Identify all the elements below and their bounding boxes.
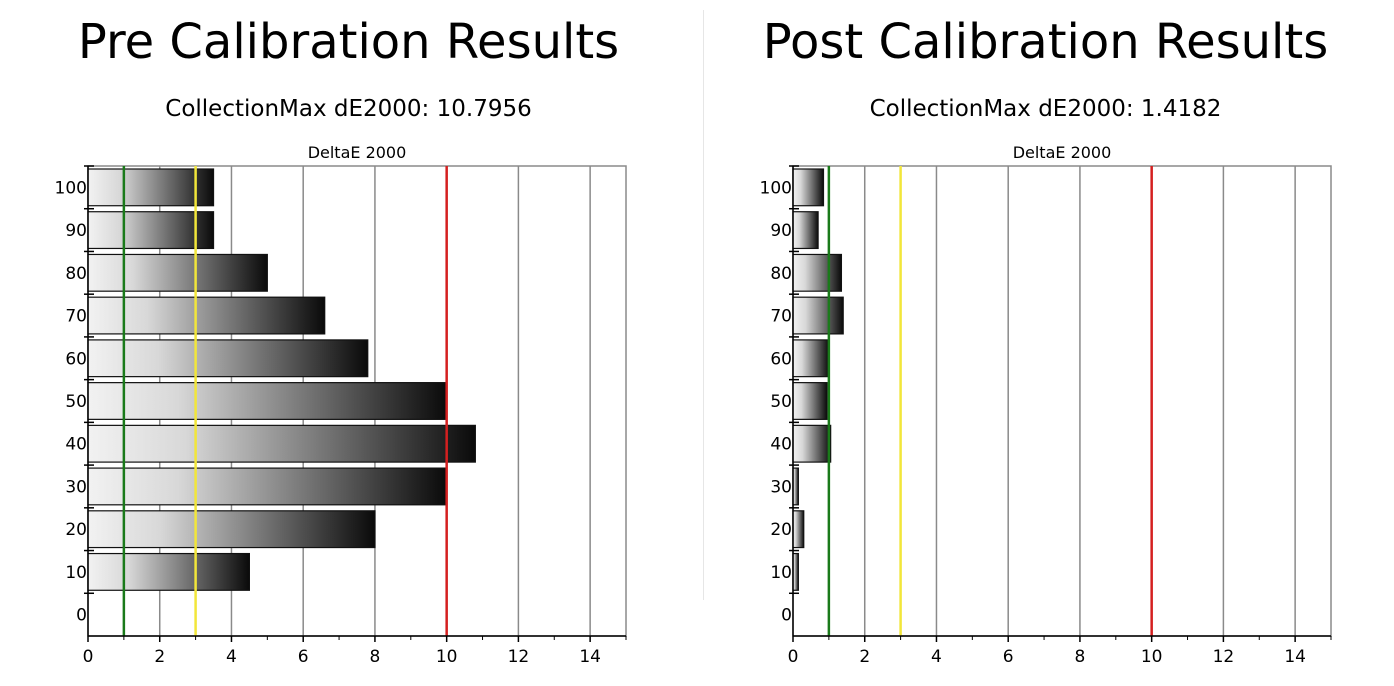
post-category-label: 90 — [770, 221, 792, 241]
pre-x-tick-label: 8 — [370, 647, 381, 667]
post-category-label: 10 — [770, 563, 792, 583]
pre-bar-20 — [87, 510, 376, 549]
pre-bar-80 — [87, 253, 268, 292]
post-bar-100 — [792, 168, 825, 207]
pre-x-tick-label: 6 — [298, 647, 309, 667]
post-category-label: 40 — [770, 435, 792, 455]
post-plot-title: DeltaE 2000 — [1013, 143, 1112, 162]
pre-bar-90 — [87, 211, 215, 250]
post-category-label: 20 — [770, 520, 792, 540]
post-category-label: 70 — [770, 307, 792, 327]
post-x-tick-label: 14 — [1284, 647, 1306, 667]
pre-bar-50 — [87, 382, 448, 420]
pre-bar-70 — [87, 296, 326, 335]
post-category-label: 80 — [770, 264, 792, 284]
post-bar-60 — [792, 339, 830, 378]
post-bar-80 — [792, 253, 843, 292]
pre-category-label: 100 — [55, 178, 87, 198]
panel-divider — [703, 10, 704, 600]
pre-category-label: 60 — [65, 349, 87, 369]
post-bar-40 — [792, 424, 832, 463]
post-calibration-panel: Post Calibration Results CollectionMax d… — [697, 0, 1394, 686]
post-calibration-subtitle: CollectionMax dE2000: 1.4182 — [869, 96, 1222, 122]
pre-bar-10 — [87, 552, 250, 591]
pre-category-label: 0 — [76, 606, 87, 626]
pre-x-tick-label: 2 — [154, 647, 165, 667]
pre-category-label: 30 — [65, 477, 87, 497]
pre-category-label: 70 — [65, 307, 87, 327]
post-x-tick-label: 2 — [859, 647, 870, 667]
post-x-tick-label: 10 — [1141, 647, 1163, 667]
pre-category-label: 80 — [65, 264, 87, 284]
pre-category-label: 50 — [65, 392, 87, 412]
post-category-label: 50 — [770, 392, 792, 412]
post-x-tick-label: 12 — [1213, 647, 1235, 667]
post-category-label: 60 — [770, 349, 792, 369]
pre-calibration-panel: Pre Calibration Results CollectionMax dE… — [77, 14, 620, 122]
pre-category-label: 20 — [65, 520, 87, 540]
post-bar-70 — [792, 296, 844, 335]
pre-category-label: 90 — [65, 221, 87, 241]
pre-x-tick-label: 4 — [226, 647, 237, 667]
pre-bar-30 — [87, 467, 448, 506]
pre-x-tick-label: 0 — [83, 647, 94, 667]
pre-bar-100 — [87, 168, 215, 207]
pre-x-tick-label: 14 — [579, 647, 601, 667]
pre-plot-title: DeltaE 2000 — [308, 143, 407, 162]
post-x-tick-label: 4 — [931, 647, 942, 667]
post-category-label: 100 — [760, 178, 792, 198]
post-calibration-title: Post Calibration Results — [762, 14, 1329, 70]
post-x-tick-label: 8 — [1075, 647, 1086, 667]
pre-calibration-subtitle: CollectionMax dE2000: 10.7956 — [165, 96, 532, 122]
post-bar-50 — [792, 382, 828, 420]
pre-x-tick-label: 10 — [436, 647, 458, 667]
post-category-label: 30 — [770, 477, 792, 497]
post-plot-frame — [792, 165, 1332, 637]
post-category-label: 0 — [781, 606, 792, 626]
post-x-tick-label: 0 — [788, 647, 799, 667]
pre-x-tick-label: 12 — [508, 647, 530, 667]
pre-calibration-title: Pre Calibration Results — [77, 14, 620, 70]
post-bar-30 — [792, 467, 799, 506]
pre-category-label: 10 — [65, 563, 87, 583]
post-bar-10 — [792, 552, 799, 591]
post-bar-90 — [792, 211, 819, 250]
pre-category-label: 40 — [65, 435, 87, 455]
pre-bar-40 — [87, 424, 476, 463]
post-x-tick-label: 6 — [1003, 647, 1014, 667]
post-bar-20 — [792, 510, 805, 549]
